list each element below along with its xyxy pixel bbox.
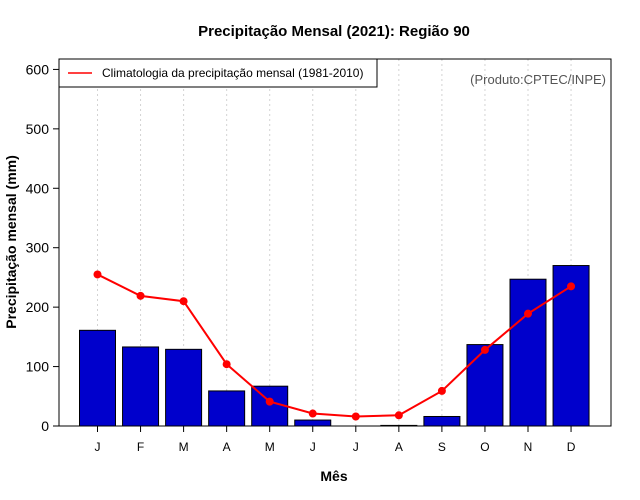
y-tick-label: 100 xyxy=(26,359,50,375)
x-tick-label: S xyxy=(438,440,446,454)
climatology-point xyxy=(179,297,188,306)
x-tick-label: D xyxy=(567,440,576,454)
x-tick-label: M xyxy=(265,440,275,454)
climatology-point xyxy=(567,282,576,291)
x-tick-label: M xyxy=(179,440,189,454)
bar xyxy=(509,278,547,427)
y-tick-label: 0 xyxy=(41,418,49,434)
bar xyxy=(423,415,461,427)
source-annotation: (Produto:CPTEC/INPE) xyxy=(470,72,606,87)
y-tick-label: 200 xyxy=(26,299,50,315)
x-tick-label: A xyxy=(395,440,403,454)
x-tick-label: J xyxy=(95,440,101,454)
y-axis-label: Precipitação mensal (mm) xyxy=(3,155,19,329)
bar xyxy=(79,329,116,427)
x-tick-label: J xyxy=(353,440,359,454)
climatology-point xyxy=(394,411,403,420)
bar xyxy=(251,385,289,427)
climatology-point xyxy=(308,409,317,418)
climatology-point xyxy=(136,291,145,300)
y-axis: 0 100 200 300 400 500 600 xyxy=(26,61,59,434)
climatology-point xyxy=(437,386,446,395)
climatology-point xyxy=(524,309,532,318)
bar xyxy=(208,390,246,427)
bar xyxy=(122,346,160,427)
x-tick-label: F xyxy=(137,440,144,454)
bar xyxy=(466,344,504,427)
y-tick-label: 400 xyxy=(26,180,50,196)
y-tick-label: 300 xyxy=(26,240,50,256)
climatology-line xyxy=(97,273,572,418)
climatology-point xyxy=(480,345,489,354)
bar-layer xyxy=(79,265,590,427)
climatology-point xyxy=(351,412,360,421)
y-tick-label: 500 xyxy=(26,121,50,137)
x-tick-label: N xyxy=(524,440,533,454)
x-tick-label: A xyxy=(223,440,231,454)
bar xyxy=(165,348,203,427)
x-tick-label: J xyxy=(310,440,316,454)
legend-box xyxy=(58,58,378,88)
y-tick-label: 600 xyxy=(26,61,50,77)
bar xyxy=(294,419,332,427)
x-axis-label: Mês xyxy=(320,468,347,484)
legend: Climatologia da precipitação mensal (198… xyxy=(58,58,378,88)
legend-entry-label: Climatologia da precipitação mensal (198… xyxy=(102,66,363,80)
bar xyxy=(552,265,590,427)
x-tick-label: O xyxy=(480,440,489,454)
climatology-point xyxy=(265,397,274,406)
line-layer xyxy=(93,270,576,421)
climatology-point xyxy=(222,360,231,369)
chart-title: Precipitação Mensal (2021): Região 90 xyxy=(198,23,470,40)
climatology-point xyxy=(93,270,102,279)
